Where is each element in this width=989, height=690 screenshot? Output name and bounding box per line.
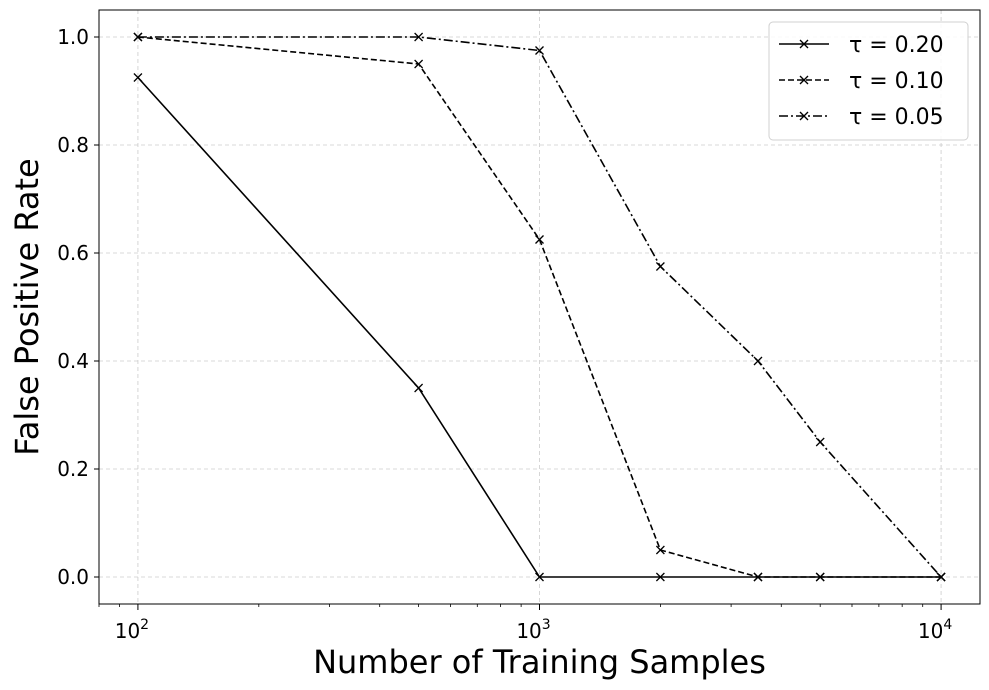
x-tick-exponent: 2 xyxy=(140,617,149,633)
x-axis: 102 103 104 xyxy=(98,604,952,643)
data-point xyxy=(655,262,665,271)
data-point xyxy=(414,383,424,393)
x-tick-base: 10 xyxy=(918,619,943,643)
data-point xyxy=(655,545,665,555)
legend-box xyxy=(768,21,969,141)
legend-marker xyxy=(799,75,809,85)
data-point xyxy=(655,572,665,582)
data-point xyxy=(535,46,544,55)
series-group xyxy=(133,32,946,582)
data-point xyxy=(753,572,763,582)
x-tick-base: 10 xyxy=(516,619,541,643)
data-point xyxy=(133,73,143,82)
x-tick-label: 104 xyxy=(918,617,952,643)
data-point xyxy=(815,437,825,447)
data-point xyxy=(535,572,544,582)
y-tick-label: 0.8 xyxy=(57,133,89,157)
y-tick-label: 0.4 xyxy=(57,349,89,373)
y-tick-label: 0.2 xyxy=(57,457,89,481)
x-tick-base: 10 xyxy=(115,619,140,643)
y-axis-label: False Positive Rate xyxy=(8,158,46,455)
y-axis: 0.0 0.2 0.4 0.6 0.8 1.0 xyxy=(57,25,99,589)
x-tick-label: 103 xyxy=(516,617,550,643)
x-tick-exponent: 3 xyxy=(542,617,551,633)
data-point xyxy=(535,235,544,244)
x-tick-label: 102 xyxy=(115,617,149,643)
data-point xyxy=(414,59,424,69)
data-point xyxy=(753,356,763,366)
y-tick-label: 0.6 xyxy=(57,241,89,265)
legend-label-3: τ = 0.05 xyxy=(849,105,944,130)
x-axis-label: Number of Training Samples xyxy=(313,643,766,681)
data-point xyxy=(936,572,946,582)
data-point xyxy=(133,32,143,42)
y-tick-label: 0.0 xyxy=(57,565,89,589)
legend-marker xyxy=(799,111,809,121)
legend: τ = 0.20 τ = 0.10 τ = 0.05 xyxy=(768,21,969,141)
data-point xyxy=(815,572,825,582)
legend-label-1: τ = 0.20 xyxy=(849,33,944,58)
y-tick-label: 1.0 xyxy=(57,25,89,49)
legend-marker xyxy=(799,39,809,49)
x-tick-exponent: 4 xyxy=(943,617,952,633)
data-point xyxy=(414,32,424,42)
legend-label-2: τ = 0.10 xyxy=(849,69,944,94)
